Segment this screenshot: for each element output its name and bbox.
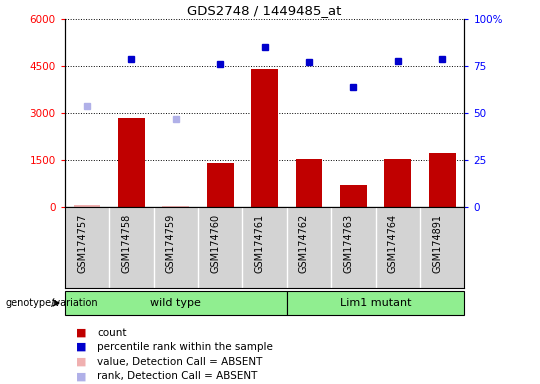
Text: Lim1 mutant: Lim1 mutant: [340, 298, 411, 308]
Text: GSM174761: GSM174761: [254, 214, 265, 273]
Bar: [118, 118, 145, 207]
Text: GSM174762: GSM174762: [299, 214, 309, 273]
Bar: [296, 159, 322, 207]
Bar: [340, 185, 367, 207]
Text: GSM174759: GSM174759: [166, 214, 176, 273]
Text: wild type: wild type: [150, 298, 201, 308]
Text: genotype/variation: genotype/variation: [5, 298, 98, 308]
Bar: [73, 205, 100, 207]
Text: percentile rank within the sample: percentile rank within the sample: [97, 342, 273, 352]
Text: ■: ■: [76, 342, 86, 352]
Bar: [207, 163, 233, 207]
Text: GSM174757: GSM174757: [77, 214, 87, 273]
Text: value, Detection Call = ABSENT: value, Detection Call = ABSENT: [97, 357, 262, 367]
Bar: [65, 291, 287, 315]
Text: GSM174758: GSM174758: [122, 214, 131, 273]
Bar: [251, 70, 278, 207]
Text: ■: ■: [76, 328, 86, 338]
Text: ■: ■: [76, 371, 86, 381]
Text: GSM174764: GSM174764: [388, 214, 398, 273]
Text: GSM174891: GSM174891: [432, 214, 442, 273]
Text: GSM174760: GSM174760: [210, 214, 220, 273]
Bar: [384, 159, 411, 207]
Text: count: count: [97, 328, 127, 338]
Text: rank, Detection Call = ABSENT: rank, Detection Call = ABSENT: [97, 371, 258, 381]
Bar: [429, 154, 456, 207]
Bar: [287, 291, 464, 315]
Text: GSM174763: GSM174763: [343, 214, 353, 273]
Text: ■: ■: [76, 357, 86, 367]
Title: GDS2748 / 1449485_at: GDS2748 / 1449485_at: [187, 3, 342, 17]
